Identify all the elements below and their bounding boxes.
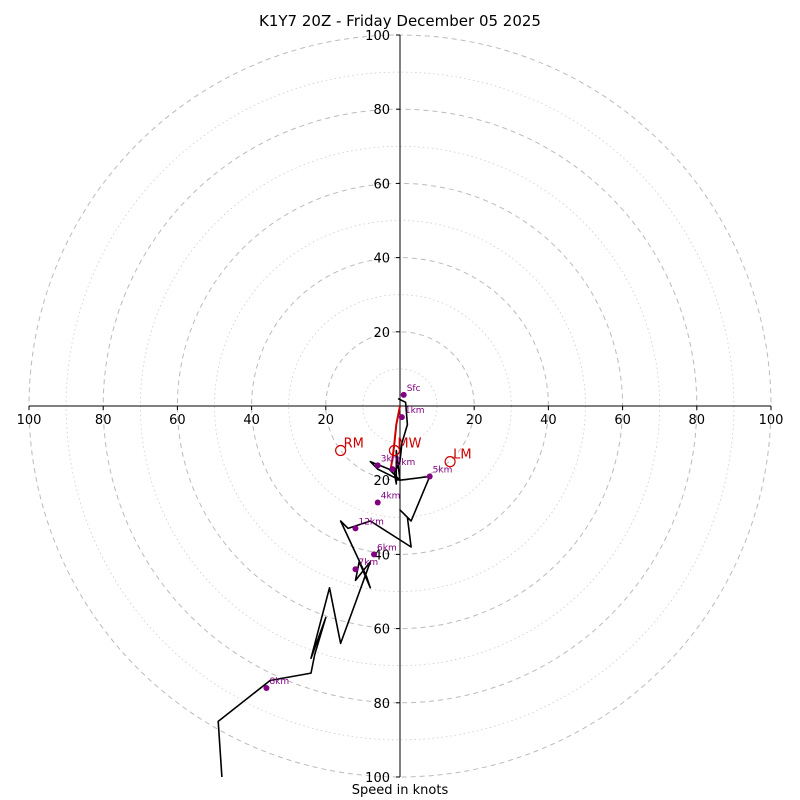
level-label: 1km (405, 406, 425, 416)
level-marker (389, 466, 396, 473)
level-marker (371, 551, 378, 558)
level-marker (398, 414, 405, 421)
level-marker (352, 566, 359, 573)
tick-label-right: 100 (759, 413, 784, 428)
tick-label-top: 60 (373, 177, 390, 192)
storm-motion-label: LM (453, 448, 471, 463)
tick-label-left: 20 (318, 413, 335, 428)
tick-label-right: 60 (614, 413, 631, 428)
level-marker (426, 473, 433, 480)
level-label: 4km (381, 491, 401, 501)
lowlevel-line (389, 405, 401, 470)
tick-label-bottom: 20 (373, 474, 390, 489)
tick-label-top: 20 (373, 326, 390, 341)
level-label: 3km (381, 454, 401, 464)
level-label: 6km (377, 543, 397, 553)
tick-label-left: 40 (243, 413, 260, 428)
tick-label-left: 80 (95, 413, 112, 428)
storm-motion-marker (335, 444, 347, 457)
tick-label-bottom: 100 (365, 771, 390, 786)
level-marker (263, 684, 270, 691)
level-marker (352, 525, 359, 532)
level-label: 12km (358, 517, 383, 527)
x-axis-label: Speed in knots (351, 783, 449, 798)
tick-label-top: 100 (365, 29, 390, 44)
storm-motion-label: RM (344, 437, 364, 452)
tick-label-bottom: 60 (373, 623, 390, 638)
tick-label-right: 20 (466, 413, 483, 428)
level-label: 8km (269, 677, 289, 687)
level-label: Sfc (407, 384, 421, 394)
tick-label-left: 100 (17, 413, 42, 428)
tick-label-right: 80 (689, 413, 706, 428)
tick-label-left: 60 (169, 413, 186, 428)
storm-motion-marker (388, 444, 401, 457)
level-label: 2km (396, 458, 416, 468)
tick-label-top: 40 (373, 252, 390, 267)
storm-motion-label: MW (397, 437, 421, 452)
storm-motion-marker (444, 456, 456, 468)
tick-label-right: 40 (540, 413, 557, 428)
level-marker (374, 499, 381, 506)
hodograph-line (217, 397, 431, 778)
tick-label-top: 80 (373, 103, 390, 118)
level-marker (400, 391, 407, 398)
level-label: 5km (433, 465, 453, 475)
chart-title: K1Y7 20Z - Friday December 05 2025 (259, 12, 541, 30)
tick-label-bottom: 80 (373, 697, 390, 712)
level-marker (374, 462, 381, 469)
tick-labels: 100 80 60 40 20 20 40 60 80 100 20 40 60 80 100 20 40 60 8… (17, 29, 784, 786)
tick-label-bottom: 40 (373, 548, 390, 563)
level-label: 7km (358, 558, 378, 568)
